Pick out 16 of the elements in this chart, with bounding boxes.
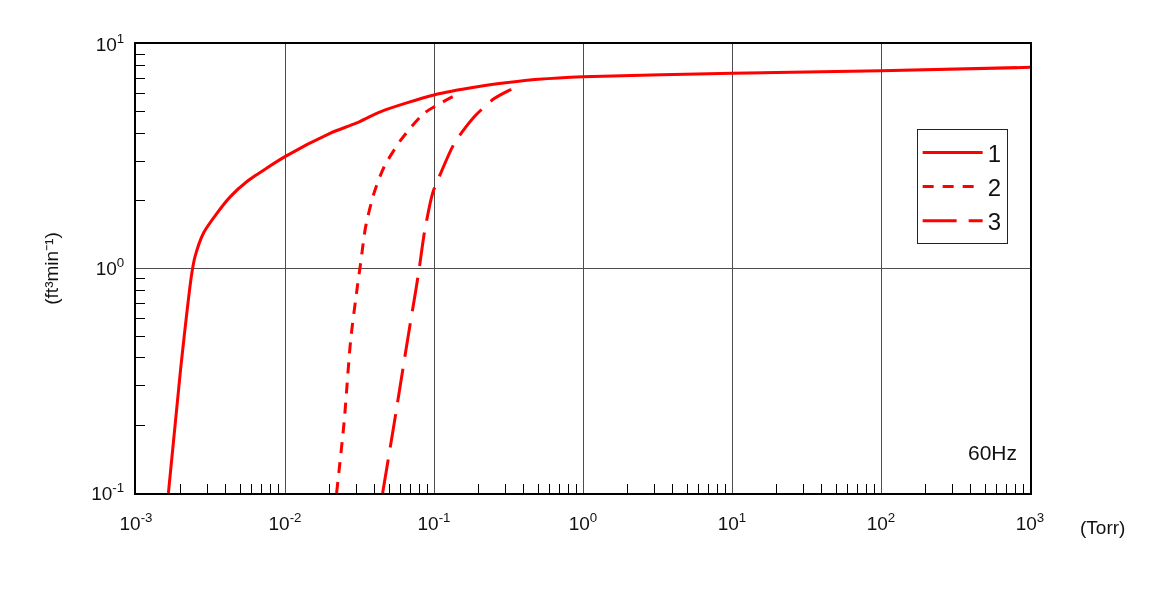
legend-label: 2 bbox=[987, 173, 1002, 201]
x-tick-label: 10$^{3}$ bbox=[1015, 509, 1045, 534]
x-tick-label: 10$^{-3}$ bbox=[119, 509, 153, 534]
y-tick-label: 10$^{0}$ bbox=[95, 255, 125, 280]
legend-label: 1 bbox=[987, 139, 1002, 167]
x-axis-title: (Torr) bbox=[1080, 517, 1126, 538]
legend-label: 3 bbox=[987, 208, 1002, 236]
y-tick-label: 10$^{-1}$ bbox=[91, 479, 125, 504]
x-tick-label: 10$^{1}$ bbox=[717, 509, 747, 534]
x-tick-label: 10$^{-2}$ bbox=[268, 509, 302, 534]
annotation: 60Hz bbox=[968, 441, 1018, 464]
y-axis-title: (ft³min⁻¹) bbox=[40, 232, 62, 305]
x-tick-label: 10$^{0}$ bbox=[568, 509, 598, 534]
x-tick-label: 10$^{-1}$ bbox=[417, 509, 451, 534]
y-tick-label: 10$^{1}$ bbox=[95, 30, 125, 55]
x-tick-label: 10$^{2}$ bbox=[866, 509, 896, 534]
